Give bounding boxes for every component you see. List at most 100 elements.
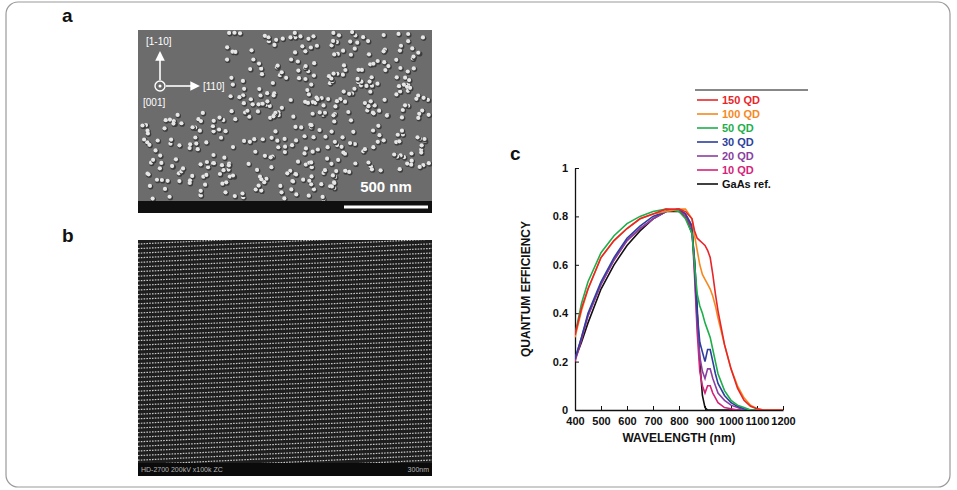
dot-shadow [340,145,345,150]
series-line [575,209,783,410]
dot [261,137,265,141]
dot [193,135,197,139]
dot-shadow [330,185,335,190]
dot-shadow [304,64,309,69]
tick-mark [575,168,579,169]
dot [170,164,174,168]
figure-frame [6,2,950,487]
dot [238,31,242,35]
dot [411,54,415,58]
qd-layers [138,240,432,463]
dot [159,161,163,165]
dot-shadow [217,128,222,133]
dot-shadow [307,37,312,42]
dot [371,110,375,114]
dot-shadow [252,58,257,63]
tem-image [138,240,432,476]
dot-shadow [178,179,183,184]
dot-shadow [195,142,200,147]
dot-shadow [378,134,383,139]
dot-shadow [225,58,230,63]
series-line [575,209,783,410]
dot [283,150,287,154]
dot [419,150,423,154]
dot [257,102,261,106]
dot [343,68,347,72]
dot [370,75,374,79]
dot [293,172,297,176]
dot-shadow [259,94,264,99]
dot [294,172,298,176]
dot [231,145,235,149]
dot [271,114,275,118]
dot [334,169,338,173]
dot-shadow [292,115,297,120]
dot [247,162,251,166]
dot [258,93,262,97]
dot-shadow [238,32,243,37]
dot-shadow [155,178,160,183]
dot [153,148,157,152]
legend-swatch [697,169,718,171]
dot [363,101,367,105]
dot [302,151,306,155]
dot-shadow [336,158,341,163]
dot [329,76,333,80]
dot-shadow [289,58,294,63]
dot [356,77,360,81]
dot [316,147,320,151]
dot [269,165,273,169]
dot [206,165,210,169]
dot [364,84,368,88]
dot [377,133,381,137]
dot-shadow [293,31,298,36]
dot [275,139,279,143]
tick-label: 0 [562,404,568,416]
plot-lines [575,209,783,410]
dot [166,179,170,183]
dot [196,147,200,151]
dot [229,76,233,80]
dot [290,143,294,147]
arrow-right [166,85,198,87]
x-axis-line [576,410,784,411]
tick: 0.8 [553,210,579,222]
dot [340,135,344,139]
dot-shadow [322,104,327,109]
dot-shadow [199,119,204,124]
dot [400,129,404,133]
dot [323,168,327,172]
dot [293,125,297,129]
dot-shadow [301,45,306,50]
dot-shadow [146,132,151,137]
dot [293,50,297,54]
dot [394,58,398,62]
dot-shadow [293,36,298,41]
dot [274,38,278,42]
dot [217,116,221,120]
dot-shadow [422,96,427,101]
dot [309,45,313,49]
dot [190,174,194,178]
dot [177,179,181,183]
dot-shadow [261,102,266,107]
dot [394,92,398,96]
dot [300,44,304,48]
dot [240,191,244,195]
dot [376,59,380,63]
dot [212,161,216,165]
dot-shadow [332,114,337,119]
legend-swatch [697,127,718,129]
dot-shadow [158,154,163,159]
dot-shadow [272,115,277,120]
dot [323,111,327,115]
dot [291,115,295,119]
dot [289,187,293,191]
dot [311,150,315,154]
axis-symbol-dot [159,85,162,88]
dot [284,76,288,80]
dot-shadow [367,104,372,109]
tick: 600 [618,406,636,427]
dot [382,49,386,53]
tick: 0.6 [553,259,579,271]
